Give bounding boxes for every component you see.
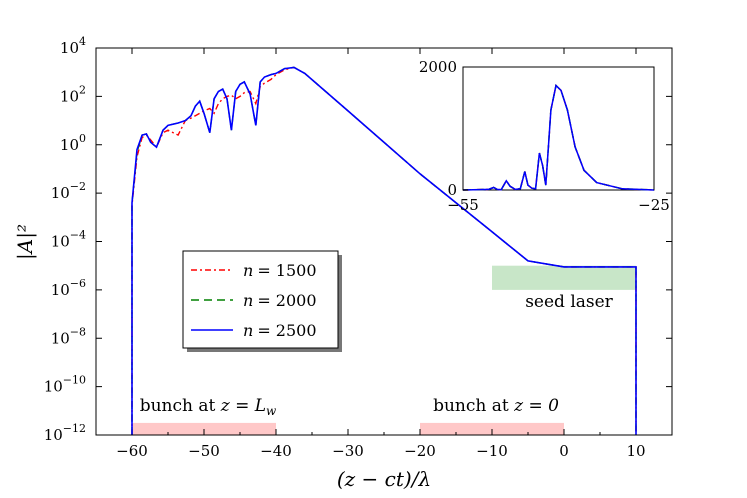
y-tick-exponent: −10 xyxy=(63,374,86,387)
y-tick-label: 10−2 xyxy=(51,180,86,202)
main-tick-labels: −60 −50 −40 −30 −20 −10 0 1010−1210−1010−810−61… xyxy=(44,35,646,460)
shaded-region-bunch_lw xyxy=(132,422,276,435)
y-tick-exponent: 2 xyxy=(79,83,86,96)
y-tick-exponent: −6 xyxy=(70,277,86,290)
y-tick-base: 10 xyxy=(51,329,70,347)
y-tick-base: 10 xyxy=(51,233,70,251)
y-tick-label: 10−4 xyxy=(51,229,86,251)
inset-x-tick-label: −25 xyxy=(638,196,670,214)
y-tick-exponent: −12 xyxy=(63,422,86,435)
x-tick-label: −10 xyxy=(476,442,508,460)
y-tick-label: 100 xyxy=(60,132,86,154)
x-tick-label: −20 xyxy=(404,442,436,460)
region-label-text: seed laser xyxy=(525,292,613,312)
y-tick-base: 10 xyxy=(60,136,79,154)
legend-label-value: = 1500 xyxy=(257,261,316,280)
legend-label-3: n = 2500 xyxy=(243,321,317,340)
y-tick-base: 10 xyxy=(44,426,63,444)
legend-label-variable: n xyxy=(243,261,253,280)
inset-x-tick-label: −55 xyxy=(447,196,479,214)
y-tick-label: 10−10 xyxy=(44,374,86,396)
y-tick-exponent: −8 xyxy=(70,325,86,338)
x-tick-label: −40 xyxy=(260,442,292,460)
series-line-3 xyxy=(131,66,637,435)
x-axis-label: (z − ct)/λ xyxy=(337,467,431,491)
y-tick-base: 10 xyxy=(51,281,70,299)
region-label-bunch_lw: bunch at z = Lw xyxy=(140,396,277,418)
region-label-bunch_0: bunch at z = 0 xyxy=(433,396,559,416)
legend-label-value: = 2500 xyxy=(257,321,316,340)
inset-plot: −55 −25 0 2000 xyxy=(419,58,670,214)
y-tick-base: 10 xyxy=(44,378,63,396)
shaded-region-bunch_0 xyxy=(420,422,564,435)
region-label-subscript: w xyxy=(266,404,277,418)
legend-label-variable: n xyxy=(243,291,253,310)
y-tick-label: 10−6 xyxy=(51,277,86,299)
inset-y-tick-label: 2000 xyxy=(419,58,457,76)
shaded-region-seed xyxy=(492,265,636,290)
inset-series-line-3 xyxy=(462,84,655,191)
legend-label-variable: n xyxy=(243,321,253,340)
region-label-text: bunch at xyxy=(140,396,221,416)
x-tick-label: 10 xyxy=(626,442,645,460)
y-tick-label: 102 xyxy=(60,83,86,105)
x-tick-label: 0 xyxy=(559,442,569,460)
inset-y-tick-label: 0 xyxy=(447,181,457,199)
inset-frame xyxy=(462,66,655,191)
legend-label-2: n = 2000 xyxy=(243,291,317,310)
y-tick-exponent: 4 xyxy=(79,35,86,48)
region-label-text: bunch at xyxy=(433,396,514,416)
y-axis-label: |A|² xyxy=(13,224,38,260)
y-tick-label: 104 xyxy=(60,35,86,57)
x-tick-label: −60 xyxy=(116,442,148,460)
region-label-seed: seed laser xyxy=(525,292,613,312)
y-tick-base: 10 xyxy=(60,87,79,105)
y-tick-exponent: −2 xyxy=(70,180,86,193)
legend-label-value: = 2000 xyxy=(257,291,316,310)
x-tick-label: −30 xyxy=(332,442,364,460)
y-tick-base: 10 xyxy=(60,39,79,57)
y-tick-label: 10−12 xyxy=(44,422,86,444)
x-tick-label: −50 xyxy=(188,442,220,460)
main-series-lines xyxy=(131,66,637,435)
main-plot: −60 −50 −40 −30 −20 −10 0 1010−1210−1010−810−61… xyxy=(44,35,673,460)
main-plot-frame xyxy=(95,47,673,436)
region-label-math: z = L xyxy=(220,396,266,416)
region-label-math: z = 0 xyxy=(513,396,559,416)
y-tick-exponent: −4 xyxy=(70,229,86,242)
y-tick-label: 10−8 xyxy=(51,325,86,347)
y-tick-exponent: 0 xyxy=(79,132,86,145)
shaded-regions xyxy=(132,265,636,435)
y-tick-base: 10 xyxy=(51,184,70,202)
legend-label-1: n = 1500 xyxy=(243,261,317,280)
